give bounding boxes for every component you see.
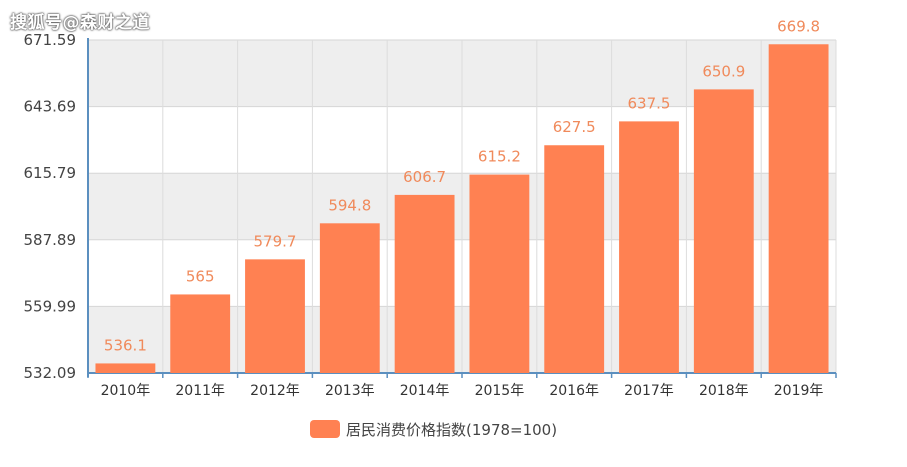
data-label: 565 bbox=[186, 267, 215, 285]
bar bbox=[394, 194, 455, 373]
data-label: 650.9 bbox=[702, 62, 745, 80]
legend-label: 居民消费价格指数(1978=100) bbox=[346, 421, 557, 439]
bar bbox=[95, 363, 156, 373]
legend-swatch bbox=[310, 420, 340, 438]
bar bbox=[693, 89, 754, 373]
x-tick-label: 2014年 bbox=[400, 383, 450, 399]
watermark-text: 搜狐号@森财之道 bbox=[10, 13, 150, 33]
x-tick-label: 2015年 bbox=[475, 383, 525, 399]
bar bbox=[319, 223, 380, 373]
data-label: 594.8 bbox=[328, 196, 371, 214]
x-tick-label: 2016年 bbox=[549, 383, 599, 399]
data-label: 579.7 bbox=[254, 232, 297, 250]
bar bbox=[544, 145, 605, 373]
y-tick-label: 615.79 bbox=[24, 164, 77, 182]
data-label: 669.8 bbox=[777, 17, 820, 35]
bar bbox=[469, 174, 530, 373]
x-tick-label: 2018年 bbox=[699, 383, 749, 399]
x-tick-label: 2011年 bbox=[175, 383, 225, 399]
x-tick-label: 2013年 bbox=[325, 383, 375, 399]
x-tick-label: 2019年 bbox=[774, 383, 824, 399]
x-tick-label: 2017年 bbox=[624, 383, 674, 399]
bar bbox=[619, 121, 679, 373]
y-tick-label: 532.09 bbox=[24, 364, 77, 382]
bar bbox=[245, 259, 305, 373]
y-tick-label: 587.89 bbox=[24, 231, 77, 249]
data-label: 637.5 bbox=[628, 94, 671, 112]
data-label: 536.1 bbox=[104, 336, 147, 354]
data-label: 615.2 bbox=[478, 148, 521, 166]
x-tick-label: 2010年 bbox=[101, 383, 151, 399]
data-label: 606.7 bbox=[403, 168, 446, 186]
y-tick-label: 643.69 bbox=[24, 98, 77, 116]
x-tick-label: 2012年 bbox=[250, 383, 300, 399]
data-label: 627.5 bbox=[553, 118, 596, 136]
y-tick-label: 559.99 bbox=[24, 297, 77, 315]
bar bbox=[170, 294, 231, 373]
bar bbox=[768, 44, 829, 374]
y-tick-label: 671.59 bbox=[24, 31, 77, 49]
